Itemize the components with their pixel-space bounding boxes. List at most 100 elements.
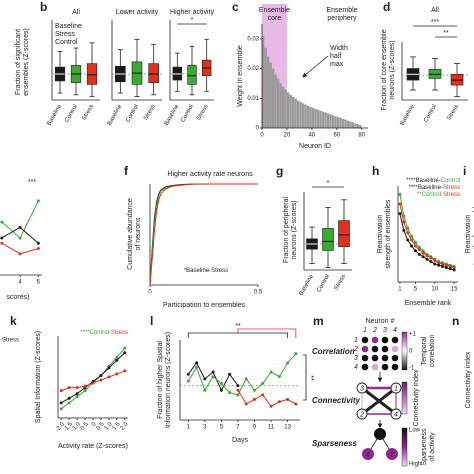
- subpanel-title: All: [72, 9, 80, 16]
- box: [322, 228, 334, 251]
- label-part: ****Baseline-: [409, 185, 443, 191]
- neuron-number: 2: [372, 327, 377, 334]
- point: [83, 384, 87, 388]
- bar: [334, 116, 337, 128]
- point: [228, 391, 232, 395]
- matrix-dot: [361, 345, 369, 353]
- point: [91, 381, 95, 385]
- panel-letter: i: [463, 164, 466, 178]
- y-axis-label: Spatial Information (Z-scores): [35, 331, 42, 423]
- matrix-dot: [361, 354, 369, 362]
- point: [18, 236, 22, 240]
- point: [75, 395, 79, 399]
- x-tick-label: 9: [253, 425, 257, 431]
- annotation: ***: [431, 19, 439, 26]
- core-label: Ensemble: [259, 7, 290, 14]
- node-label: 4: [394, 411, 398, 418]
- label-part: **Control-: [417, 192, 443, 198]
- point: [123, 346, 127, 350]
- width-label: half: [330, 53, 341, 60]
- point: [75, 386, 79, 390]
- matrix-dot: [371, 354, 379, 362]
- matrix-dot: [381, 336, 389, 344]
- x-tick-label: Baseline: [399, 103, 416, 127]
- point: [59, 407, 63, 411]
- annotation: ***: [28, 179, 36, 186]
- legend-label: Stress: [55, 31, 75, 38]
- point: [18, 225, 22, 229]
- label-part: Stress: [111, 330, 128, 336]
- x-tick-label: 20: [284, 133, 291, 139]
- x-tick-label: 0.5: [96, 421, 106, 432]
- x-axis-label: Ensemble rank: [405, 300, 452, 307]
- line: [60, 347, 126, 410]
- arrow: [302, 55, 329, 78]
- bar: [331, 115, 335, 128]
- matrix-dot: [391, 345, 399, 353]
- y-axis-label: Fraction of peripheral: [283, 196, 290, 263]
- bar: [346, 120, 350, 128]
- x-tick-label: 5: [414, 287, 418, 293]
- point: [425, 254, 429, 258]
- y-tick-label: 0.02: [247, 66, 259, 72]
- x-tick-label: 10: [431, 287, 438, 293]
- matrix-dot: [361, 336, 369, 344]
- line: [1, 242, 39, 255]
- width-label: max: [330, 61, 344, 68]
- panel-letter: g: [276, 164, 283, 178]
- point: [413, 240, 417, 244]
- bar: [336, 117, 340, 128]
- bar: [296, 100, 300, 128]
- x-tick-label: 1: [187, 425, 191, 431]
- x-tick-label: 1: [398, 287, 402, 293]
- node: [390, 408, 402, 420]
- annotation: **: [235, 323, 241, 330]
- y-axis-label: Reactivation: [465, 215, 472, 254]
- point: [244, 377, 248, 381]
- row-title: Sparseness: [312, 439, 357, 448]
- colorbar-title: Temporal: [421, 336, 428, 365]
- y-axis-label: neurons (Z-scores): [389, 40, 396, 99]
- y-axis-label: Information neurons (Z-scores): [165, 332, 172, 428]
- x-tick-label: 7: [236, 425, 240, 431]
- x-tick-label: Stress: [143, 104, 157, 122]
- annotation: **: [443, 30, 449, 37]
- neuron-number: 4: [393, 327, 397, 334]
- node: [362, 448, 374, 460]
- point: [0, 220, 4, 224]
- x-tick-label: 11: [268, 425, 275, 431]
- y-axis-label: Reactivation: [377, 215, 384, 254]
- colorbar-title: Connectivity index: [413, 369, 420, 426]
- point: [203, 377, 207, 381]
- legend-label: ****Baseline-Control: [406, 178, 460, 184]
- point: [286, 361, 290, 365]
- point: [115, 355, 119, 359]
- point: [59, 389, 63, 393]
- x-tick-label: 1.0: [104, 421, 114, 432]
- colorbar-title: Sparseness: [421, 428, 428, 465]
- node: [386, 448, 398, 460]
- x-tick-label: 3: [203, 425, 207, 431]
- x-tick-label: 0: [260, 133, 264, 139]
- bar: [356, 124, 360, 128]
- point: [421, 249, 425, 253]
- box: [86, 63, 98, 85]
- matrix-dot: [361, 363, 369, 371]
- x-tick-label: Baseline: [164, 103, 181, 127]
- bar: [269, 62, 272, 128]
- point: [18, 252, 22, 256]
- bar: [306, 105, 310, 128]
- annotation: -Stress: [0, 338, 19, 344]
- bar: [276, 78, 280, 128]
- y-tick-label: 0: [256, 126, 260, 132]
- bar: [266, 56, 270, 128]
- bar: [311, 107, 315, 128]
- bar: [286, 92, 290, 128]
- point: [410, 234, 414, 238]
- colorbar: [401, 427, 408, 467]
- colorbar-label: High: [409, 462, 421, 468]
- x-tick-label: 80: [358, 133, 365, 139]
- point: [413, 244, 417, 248]
- bar: [304, 104, 307, 128]
- point: [236, 388, 240, 392]
